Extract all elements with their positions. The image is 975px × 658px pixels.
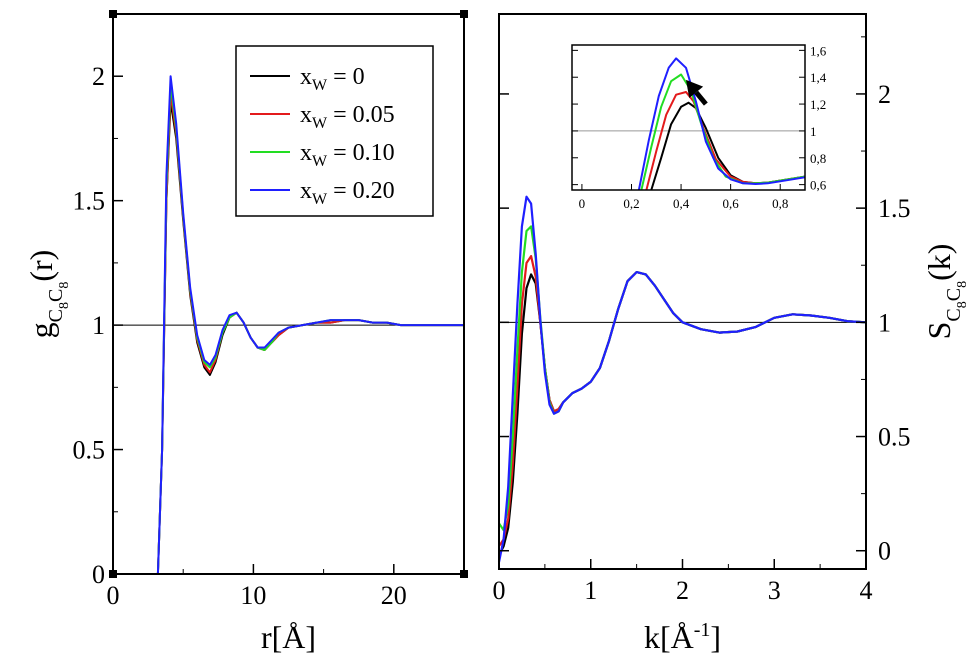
x-tick-label: 0 bbox=[107, 581, 120, 610]
x-axis-label: r[Å] bbox=[261, 619, 316, 655]
y-tick-label: 0 bbox=[878, 537, 891, 566]
y-axis-label-sub: C bbox=[45, 289, 67, 302]
inset-y-tick-label: 0,8 bbox=[810, 151, 826, 166]
x-axis-label-main: k[Å bbox=[644, 619, 694, 655]
y-axis-label-suffix: (k) bbox=[921, 244, 957, 281]
legend-var: x bbox=[300, 178, 312, 204]
legend-sub: W bbox=[312, 115, 328, 132]
y-tick-label: 1 bbox=[878, 308, 891, 337]
legend-rest: = 0.05 bbox=[327, 102, 395, 128]
y-axis-label-suffix: (r) bbox=[23, 250, 59, 282]
sk-series-3 bbox=[497, 195, 867, 563]
legend-label: xW = 0.10 bbox=[300, 140, 395, 170]
legend-sub: W bbox=[312, 191, 328, 208]
inset-chart: 0 0,2 0,4 0,6 0,8 0,6 0,8 1 1,2 1,4 1,6 bbox=[571, 43, 827, 211]
rdf-series-3 bbox=[156, 75, 464, 575]
x-tick-label: 1 bbox=[584, 576, 597, 605]
sk-series-2 bbox=[498, 225, 867, 532]
y-axis-label: SC8C8(k) bbox=[921, 244, 970, 340]
inset-x-tick-label: 0,8 bbox=[772, 196, 788, 211]
y-tick-label: 0.5 bbox=[73, 436, 106, 465]
y-tick-label: 1.5 bbox=[878, 194, 911, 223]
y-axis-label-sub: 8 bbox=[955, 281, 970, 288]
inset-background bbox=[572, 45, 805, 190]
x-tick-label: 0 bbox=[493, 576, 506, 605]
legend-var: x bbox=[300, 102, 312, 128]
inset-series-group bbox=[572, 57, 805, 190]
legend-label: xW = 0.20 bbox=[300, 178, 395, 208]
legend-var: x bbox=[300, 140, 312, 166]
inset-y-tick-label: 1,6 bbox=[810, 43, 827, 58]
x-axis-label-sup: -1 bbox=[694, 619, 711, 641]
y-axis-label-main: S bbox=[921, 322, 957, 340]
inset-x-tick-label: 0,2 bbox=[623, 196, 639, 211]
legend-box bbox=[235, 45, 434, 217]
frame-handle-3 bbox=[460, 570, 468, 578]
legend-var: x bbox=[300, 64, 312, 90]
sk-series-1 bbox=[498, 255, 867, 547]
y-tick-label: 1 bbox=[92, 311, 105, 340]
x-axis-label-suffix: ] bbox=[710, 619, 721, 655]
y-axis-label-sub: 8 bbox=[955, 301, 970, 308]
frame-handle-0 bbox=[109, 10, 117, 18]
frame-handle-1 bbox=[460, 10, 468, 18]
x-tick-label: 10 bbox=[240, 581, 266, 610]
inset-series-3 bbox=[637, 57, 805, 190]
arrow-shaft bbox=[694, 90, 708, 106]
y-axis-label-main: g bbox=[23, 322, 59, 338]
inset-y-tick-label: 1,4 bbox=[810, 70, 827, 85]
y-axis-label-sub: C bbox=[943, 308, 965, 321]
legend-rest: = 0 bbox=[327, 64, 365, 90]
y-axis-label-sub: C bbox=[943, 288, 965, 301]
legend-label: xW = 0.05 bbox=[300, 102, 395, 132]
y-tick-label: 2 bbox=[878, 80, 891, 109]
legend-sub: W bbox=[312, 153, 328, 170]
y-axis-label-sub: 8 bbox=[57, 302, 72, 309]
inset-frame bbox=[571, 44, 806, 191]
y-axis-label-sub: 8 bbox=[57, 282, 72, 289]
x-tick-label: 4 bbox=[860, 576, 873, 605]
x-axis-label: k[Å-1] bbox=[644, 619, 721, 655]
inset-y-tick-label: 1,2 bbox=[810, 97, 826, 112]
legend-label: xW = 0 bbox=[300, 64, 365, 94]
x-tick-label: 2 bbox=[676, 576, 689, 605]
inset-x-tick-label: 0,4 bbox=[673, 196, 690, 211]
x-tick-label: 3 bbox=[768, 576, 781, 605]
right-panel-structure-factor: 0 1 2 3 400.511.52k[Å-1]SC8C8(k)0 0,2 0,4 0,6 0,… bbox=[493, 13, 970, 655]
legend-rest: = 0.20 bbox=[327, 178, 395, 204]
plot-frame bbox=[112, 13, 465, 575]
inset-x-tick-label: 0 bbox=[579, 196, 586, 211]
y-axis-label-sub: C bbox=[45, 309, 67, 322]
y-tick-label: 2 bbox=[92, 62, 105, 91]
y-tick-label: 0.5 bbox=[878, 423, 911, 452]
y-tick-label: 0 bbox=[92, 560, 105, 589]
arrow-head bbox=[686, 79, 704, 98]
legend-sub: W bbox=[312, 77, 328, 94]
y-axis-label: gC8C8(r) bbox=[23, 250, 72, 339]
y-tick-label: 1.5 bbox=[73, 187, 106, 216]
legend-rest: = 0.10 bbox=[327, 140, 395, 166]
inset-y-tick-label: 0,6 bbox=[810, 178, 827, 193]
x-tick-label: 20 bbox=[381, 581, 407, 610]
inset-x-tick-label: 0,6 bbox=[723, 196, 740, 211]
inset-y-tick-label: 1 bbox=[810, 124, 817, 139]
